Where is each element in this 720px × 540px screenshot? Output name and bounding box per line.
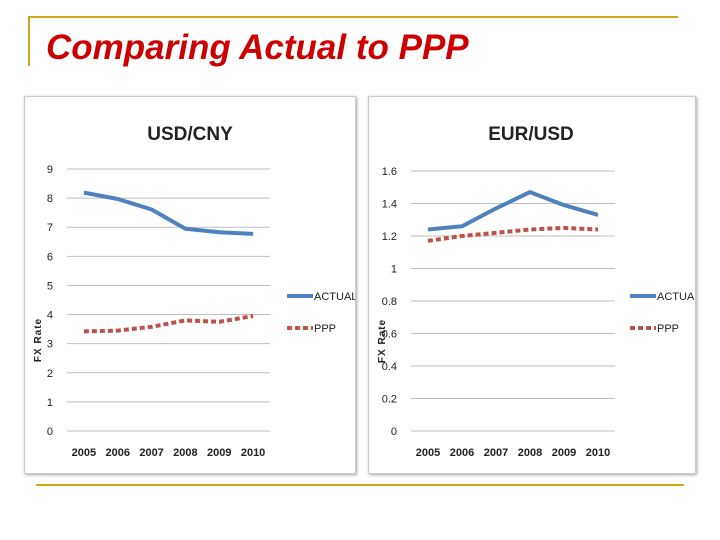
eur-usd-y-tick-label: 1.6 [382,166,397,178]
usd-cny-title: USD/CNY [147,124,233,145]
eur-usd-series-ppp-line [427,225,599,243]
usd-cny-x-tick-label: 2007 [139,447,163,459]
usd-cny-x-tick-label: 2010 [241,447,265,459]
eur-usd-y-tick-label: 0.8 [382,296,397,308]
eur-usd-y-tick-label: 0.4 [382,361,397,373]
eur-usd-x-tick-label: 2009 [552,447,576,459]
usd-cny-x-tick-label: 2006 [106,447,130,459]
eur-usd-x-tick-label: 2007 [484,447,508,459]
eur-usd-chart: EUR/USD 0 0.2 0.4 0.6 0.8 1 1.2 1.4 1.6 FX Rate 200… [368,96,696,474]
eur-usd-title: EUR/USD [488,124,574,145]
eur-usd-y-tick-label: 0.6 [382,329,397,341]
eur-usd-y-tick-label: 1.4 [382,199,397,211]
eur-usd-x-tick-label: 2005 [416,447,440,459]
usd-cny-y-tick-label: 7 [47,222,53,234]
usd-cny-legend-label-actual: ACTUAL [314,291,355,303]
eur-usd-y-axis-label: FX Rate [377,319,388,363]
eur-usd-legend-label-actual: ACTUAL [657,291,695,303]
eur-usd-y-tick-label: 1 [391,264,397,276]
usd-cny-x-tick-label: 2008 [173,447,197,459]
eur-usd-x-tick-label: 2010 [586,447,610,459]
usd-cny-y-tick-label: 8 [47,193,53,205]
eur-usd-y-tick-label: 0 [391,426,397,438]
eur-usd-series-actual-line [427,190,599,232]
usd-cny-y-axis-label: FX Rate [33,318,44,362]
usd-cny-y-tick-label: 0 [47,426,53,438]
usd-cny-y-tick-label: 4 [47,310,53,322]
eur-usd-y-tick-label: 0.2 [382,394,397,406]
usd-cny-y-tick-label: 1 [47,397,53,409]
eur-usd-y-tick-label: 1.2 [382,231,397,243]
usd-cny-chart: USD/CNY 0 1 2 3 4 5 6 7 8 9 FX Rate 2005 2006 2007 2008… [24,96,356,474]
slide-title: Comparing Actual to PPP [46,28,469,67]
frame-left-line [28,16,30,66]
usd-cny-y-tick-label: 5 [47,280,53,292]
usd-cny-x-tick-label: 2009 [207,447,231,459]
eur-usd-x-tick-label: 2006 [450,447,474,459]
usd-cny-y-tick-label: 6 [47,251,53,263]
usd-cny-series-ppp-line [83,314,254,334]
usd-cny-y-tick-label: 9 [47,164,53,176]
usd-cny-x-tick-label: 2005 [72,447,96,459]
usd-cny-series-actual-line [83,190,254,236]
eur-usd-legend-label-ppp: PPP [657,323,679,335]
eur-usd-chart-svg: EUR/USD 0 0.2 0.4 0.6 0.8 1 1.2 1.4 1.6 FX Rate 200… [377,124,695,459]
eur-usd-x-tick-label: 2008 [518,447,542,459]
usd-cny-chart-svg: USD/CNY 0 1 2 3 4 5 6 7 8 9 FX Rate 2005 2006 2007 2008… [33,124,355,459]
frame-bottom-line [36,484,684,486]
usd-cny-y-tick-label: 2 [47,368,53,380]
frame-top-line [28,16,678,18]
usd-cny-y-tick-label: 3 [47,339,53,351]
usd-cny-legend-label-ppp: PPP [314,323,336,335]
